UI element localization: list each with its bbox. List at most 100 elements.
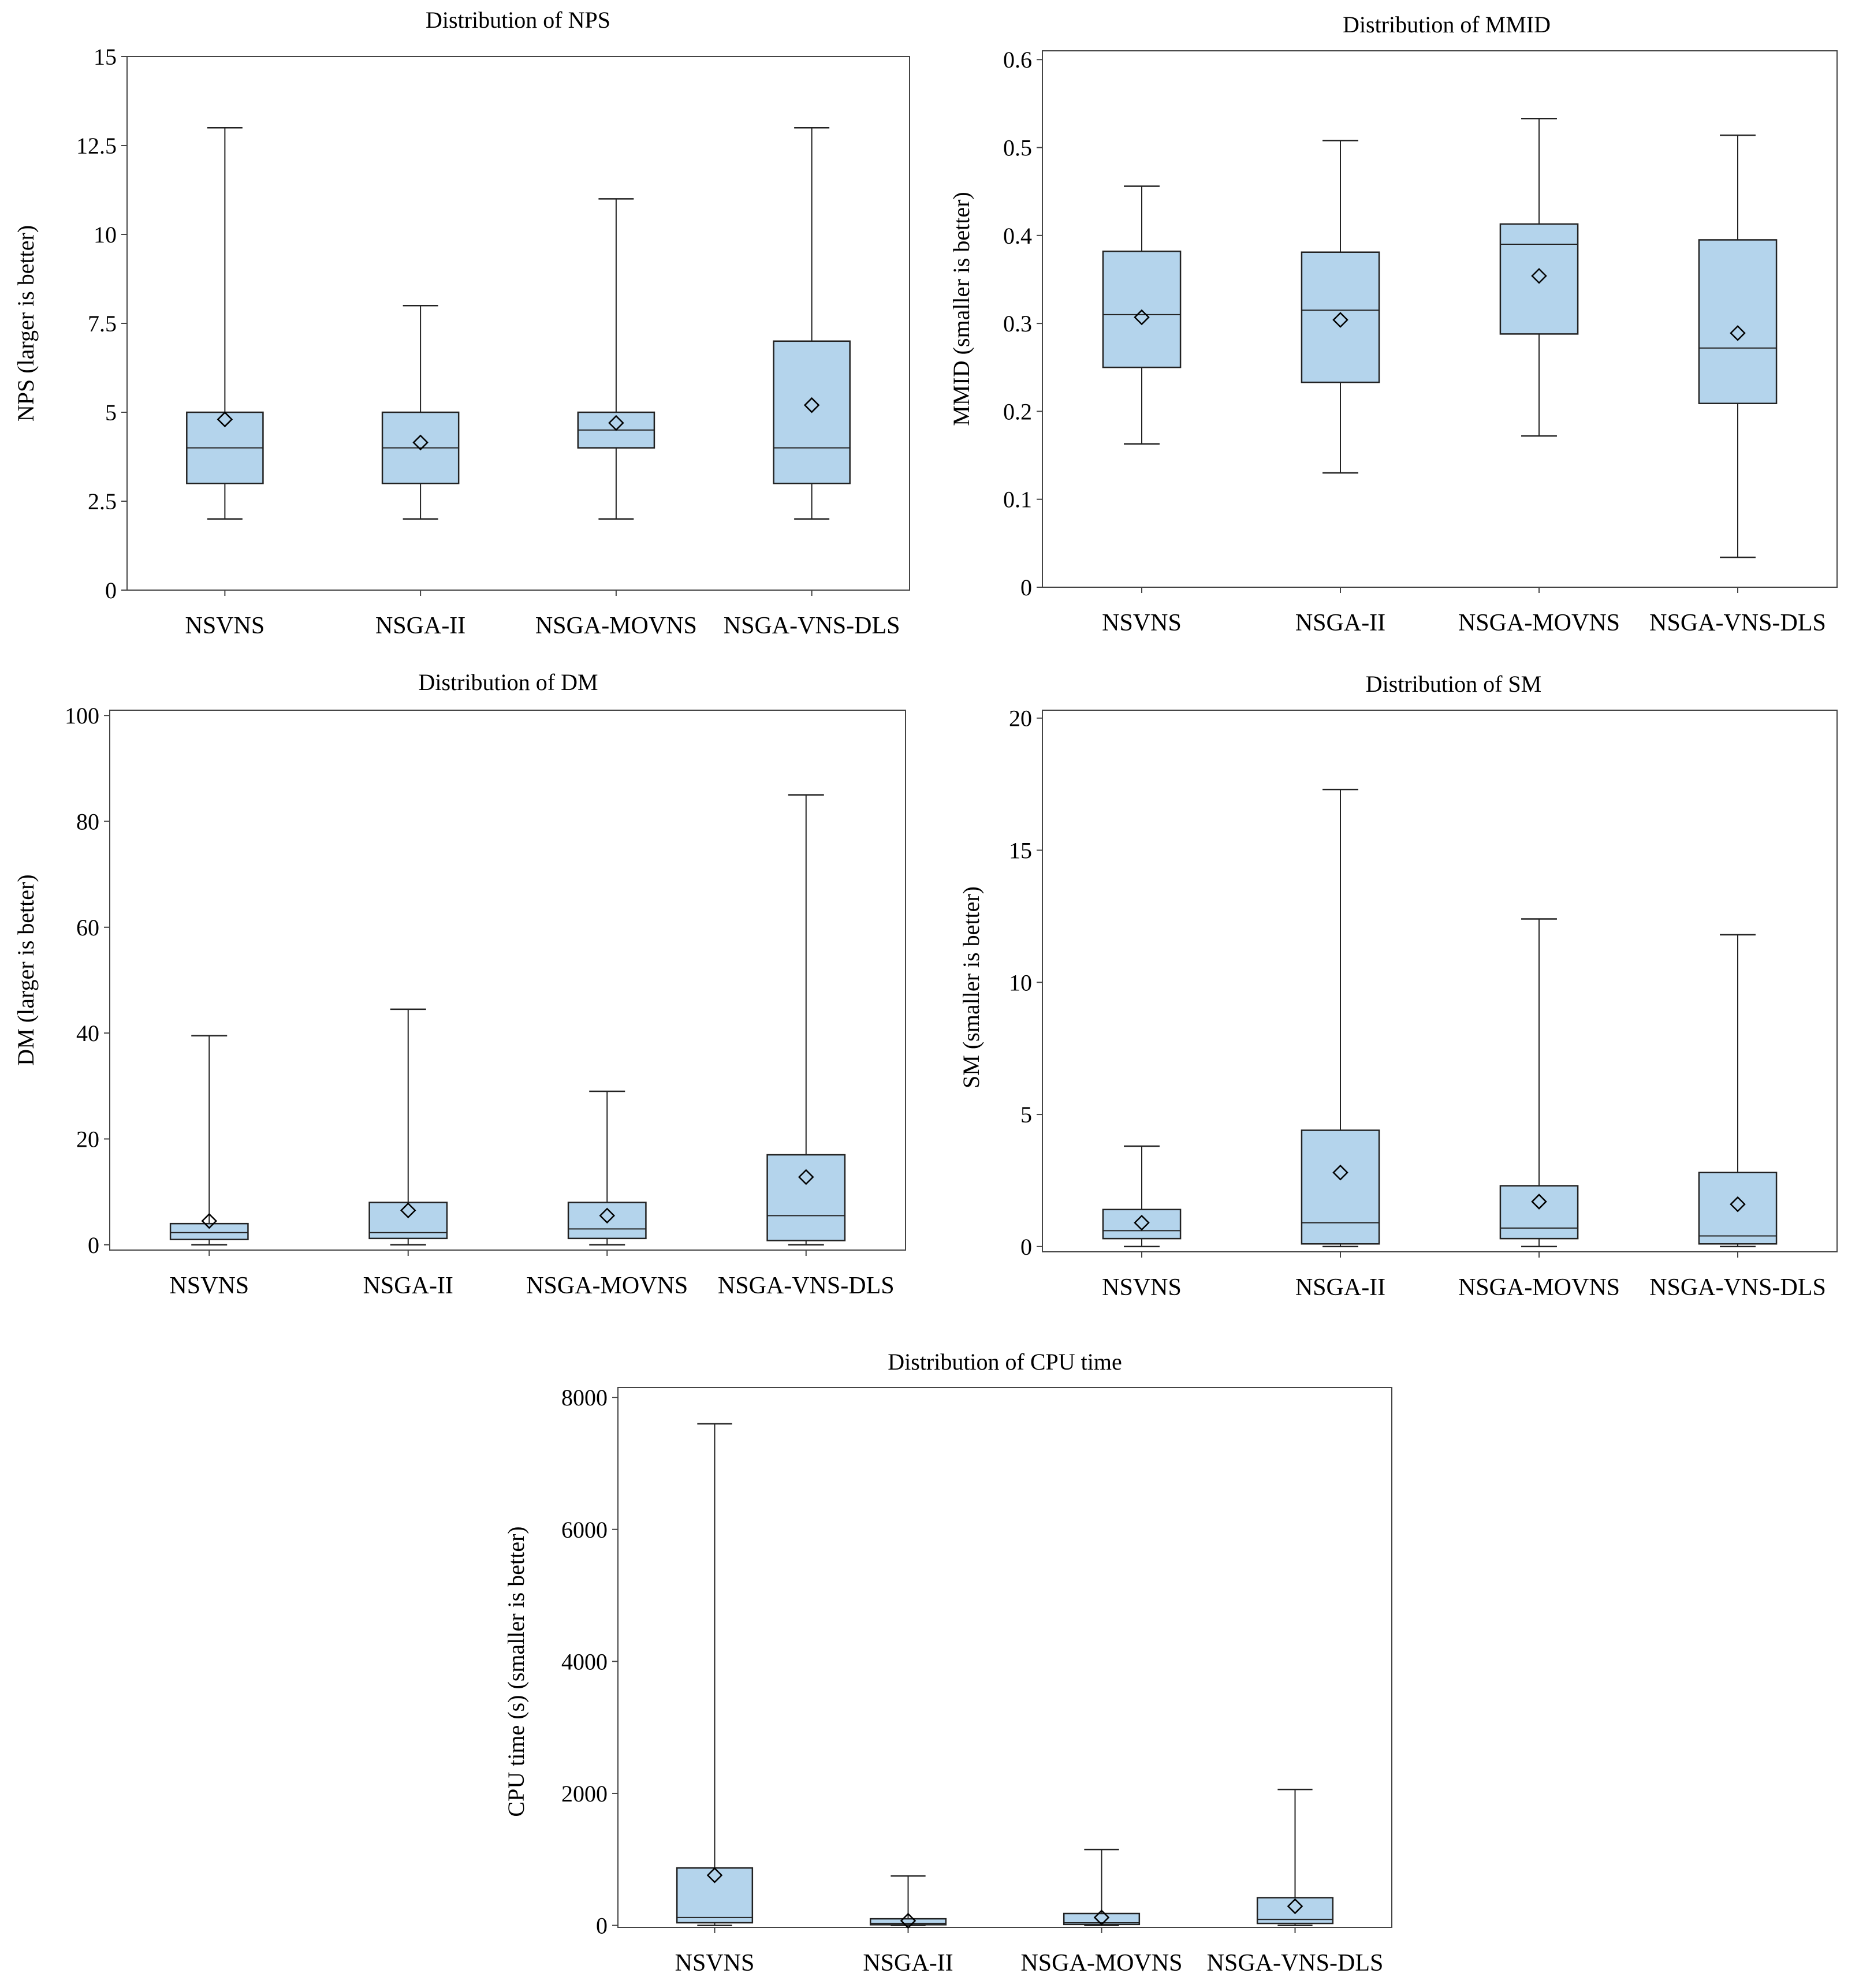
- plot-area: [1042, 50, 1838, 588]
- y-axis-label: SM (smaller is better): [958, 886, 984, 1088]
- x-tick-label: NSVNS: [1102, 1274, 1182, 1301]
- y-tick-label: 15: [94, 44, 117, 70]
- panel-cpu: Distribution of CPU time CPU time (s) (s…: [503, 1349, 1392, 1976]
- mean-marker: [1093, 1909, 1110, 1926]
- chart-title: Distribution of NPS: [426, 7, 610, 33]
- chart-title: Distribution of DM: [418, 669, 598, 695]
- y-tick-label: 0.6: [1003, 47, 1032, 73]
- mean-marker: [1730, 1196, 1746, 1213]
- panel-sm: Distribution of SM SM (smaller is better…: [958, 671, 1838, 1301]
- y-tick-label: 0: [1020, 575, 1032, 600]
- x-tick-label: NSGA-MOVNS: [535, 613, 697, 639]
- box: [676, 1867, 754, 1924]
- y-tick-label: 5: [105, 400, 117, 426]
- y-tick-label: 8000: [561, 1385, 608, 1411]
- x-tick-label: NSGA-II: [863, 1950, 953, 1976]
- box: [869, 1918, 947, 1926]
- x-tick-label: NSGA-II: [363, 1273, 453, 1299]
- x-tick-label: NSVNS: [169, 1273, 249, 1299]
- box: [169, 1222, 249, 1240]
- y-tick-label: 2000: [561, 1781, 608, 1807]
- plot-area: [109, 710, 906, 1251]
- x-tick-label: NSGA-MOVNS: [1458, 1274, 1620, 1301]
- y-tick-label: 12.5: [76, 133, 117, 159]
- mean-marker: [599, 1207, 616, 1224]
- box: [1102, 1209, 1182, 1240]
- y-tick-label: 40: [76, 1020, 99, 1046]
- mean-marker: [798, 1169, 814, 1185]
- x-tick-label: NSGA-II: [1295, 610, 1385, 636]
- y-tick-label: 0: [105, 577, 117, 603]
- y-axis-label: MMID (smaller is better): [948, 192, 974, 426]
- y-tick-label: 15: [1009, 838, 1032, 864]
- box: [1301, 251, 1380, 383]
- y-axis-label: DM (larger is better): [13, 874, 39, 1065]
- y-axis-label: NPS (larger is better): [13, 225, 39, 422]
- mean-marker: [1730, 325, 1746, 341]
- x-tick-label: NSGA-VNS-DLS: [1649, 1274, 1826, 1301]
- mean-marker: [1531, 268, 1547, 284]
- chart-title: Distribution of SM: [1366, 671, 1541, 697]
- mean-marker: [608, 415, 624, 431]
- y-tick-label: 0: [596, 1913, 608, 1939]
- y-tick-label: 80: [76, 809, 99, 835]
- mean-marker: [201, 1213, 218, 1229]
- y-tick-label: 0: [88, 1232, 99, 1258]
- mean-marker: [1531, 1193, 1547, 1210]
- x-tick-label: NSGA-VNS-DLS: [724, 613, 900, 639]
- box: [1698, 239, 1778, 404]
- x-tick-label: NSGA-MOVNS: [1020, 1950, 1182, 1976]
- panel-mmid: Distribution of MMID MMID (smaller is be…: [948, 12, 1838, 636]
- mean-marker: [706, 1867, 723, 1883]
- y-tick-label: 20: [76, 1127, 99, 1152]
- panel-dm: Distribution of DM DM (larger is better)…: [13, 669, 906, 1299]
- mean-marker: [412, 434, 429, 451]
- y-tick-label: 10: [1009, 969, 1032, 995]
- y-tick-label: 20: [1009, 706, 1032, 732]
- y-tick-label: 0.3: [1003, 311, 1032, 337]
- mean-marker: [803, 397, 820, 413]
- y-tick-label: 2.5: [88, 488, 117, 514]
- mean-marker: [1134, 1214, 1150, 1231]
- y-tick-label: 60: [76, 915, 99, 941]
- mean-marker: [1134, 309, 1150, 326]
- plot-area: [1042, 710, 1838, 1252]
- x-tick-label: NSVNS: [1102, 610, 1182, 636]
- mean-marker: [400, 1202, 416, 1219]
- x-tick-label: NSVNS: [675, 1950, 755, 1976]
- x-tick-label: NSGA-VNS-DLS: [1207, 1950, 1384, 1976]
- x-tick-label: NSGA-MOVNS: [526, 1273, 688, 1299]
- y-tick-label: 100: [65, 703, 99, 729]
- y-tick-label: 6000: [561, 1517, 608, 1543]
- box: [1301, 1129, 1380, 1245]
- panel-nps: Distribution of NPS NPS (larger is bette…: [13, 7, 910, 639]
- y-tick-label: 4000: [561, 1648, 608, 1674]
- chart-title: Distribution of MMID: [1343, 12, 1551, 38]
- y-tick-label: 5: [1020, 1102, 1032, 1128]
- box: [1698, 1172, 1778, 1245]
- y-axis-label: CPU time (s) (smaller is better): [503, 1526, 529, 1817]
- y-tick-label: 0.5: [1003, 135, 1032, 161]
- mean-marker: [1287, 1898, 1303, 1915]
- y-tick-label: 7.5: [88, 311, 117, 337]
- y-tick-label: 0.1: [1003, 487, 1032, 513]
- box: [1499, 223, 1579, 335]
- x-tick-label: NSGA-II: [1295, 1274, 1385, 1301]
- box: [766, 1154, 846, 1241]
- mean-marker: [1332, 1164, 1348, 1181]
- x-tick-label: NSVNS: [185, 613, 265, 639]
- x-tick-label: NSGA-II: [375, 613, 465, 639]
- mean-marker: [900, 1912, 917, 1929]
- x-tick-label: NSGA-MOVNS: [1458, 610, 1620, 636]
- mean-marker: [1332, 312, 1348, 328]
- plot-area: [617, 1387, 1392, 1928]
- mean-marker: [217, 411, 233, 428]
- x-tick-label: NSGA-VNS-DLS: [718, 1273, 895, 1299]
- chart-title: Distribution of CPU time: [888, 1349, 1122, 1375]
- y-tick-label: 0.4: [1003, 223, 1032, 249]
- y-tick-label: 0: [1020, 1234, 1032, 1260]
- y-tick-label: 0.2: [1003, 398, 1032, 424]
- x-tick-label: NSGA-VNS-DLS: [1649, 610, 1826, 636]
- y-tick-label: 10: [94, 222, 117, 248]
